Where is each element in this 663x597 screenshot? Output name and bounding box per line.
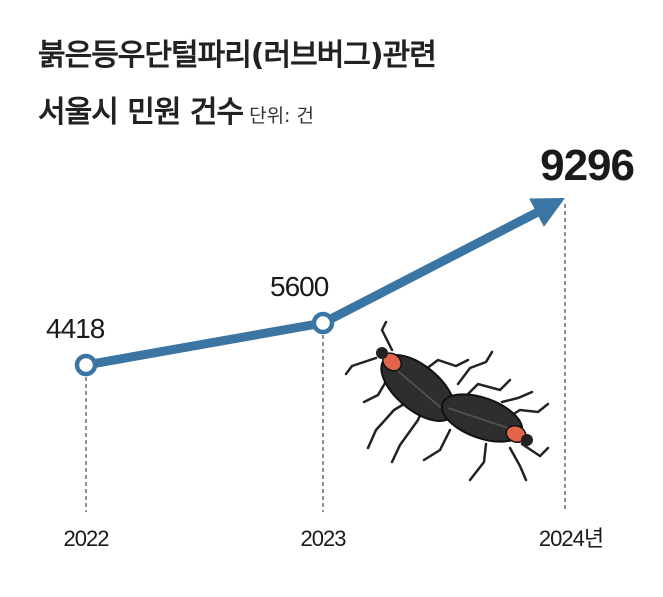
- data-point-1: [311, 311, 335, 335]
- data-markers: [74, 311, 335, 377]
- chart-title-line2: 서울시 민원 건수 단위: 건: [38, 87, 314, 131]
- x-tick-label-0: 2022: [64, 526, 110, 551]
- chart-title-line1: 붉은등우단털파리(러브버그)관련: [38, 38, 437, 73]
- data-point-0: [74, 353, 98, 377]
- lovebug-illustration: [344, 320, 550, 482]
- series-line: [85, 198, 565, 370]
- x-tick-labels: 2022 2023 2024년: [64, 526, 605, 551]
- series-segment-0: [85, 318, 324, 370]
- data-label-0: 4418: [46, 313, 105, 344]
- data-label-1: 5600: [270, 271, 329, 302]
- unit-label: 단위: 건: [249, 105, 314, 127]
- arrow-head: [529, 198, 565, 227]
- series-segment-1: [320, 207, 541, 327]
- guide-lines: [85, 204, 566, 512]
- chart-title-line2-text: 서울시 민원 건수: [38, 95, 244, 130]
- x-tick-label-2: 2024년: [539, 526, 603, 551]
- data-label-2: 9296: [540, 141, 634, 190]
- x-tick-label-1: 2023: [301, 526, 347, 551]
- data-labels: 4418 5600 9296: [46, 141, 635, 344]
